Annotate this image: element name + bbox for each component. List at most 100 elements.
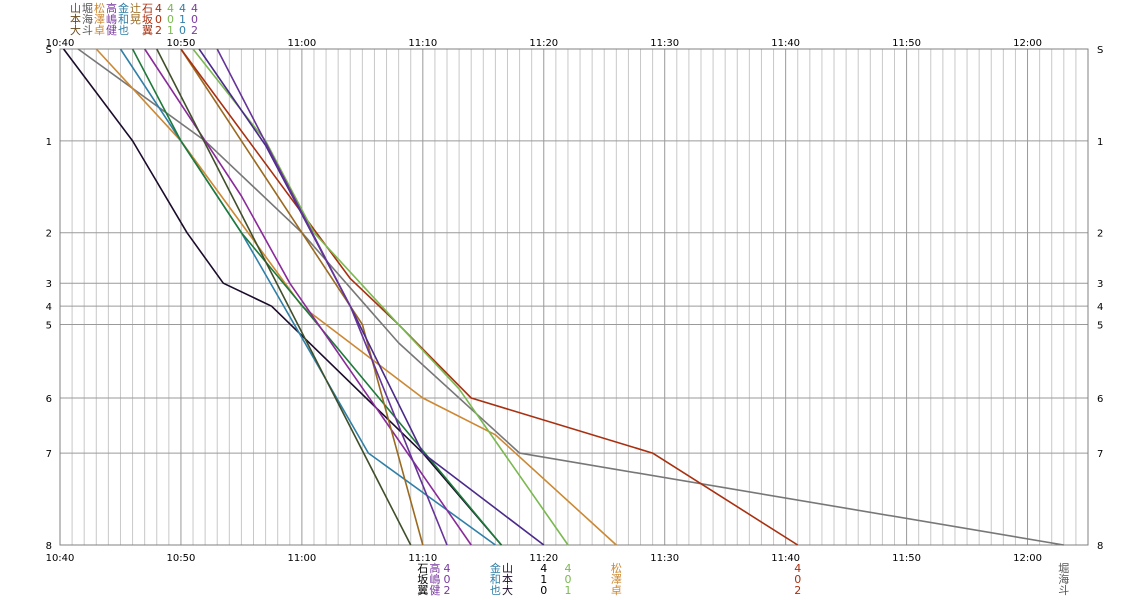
legend-row-2-value: 0 (191, 13, 198, 26)
arrival-label: 4 (794, 562, 801, 575)
x-tick-label-top: 10:50 (167, 38, 196, 49)
series-line-9 (180, 48, 799, 546)
series-line-7 (156, 48, 412, 546)
legend-row-1-value: 4 (179, 2, 186, 15)
arrival-label: 也 (490, 584, 501, 597)
arrival-label: 4 (564, 562, 571, 575)
arrival-label: 卓 (611, 584, 622, 597)
series-line-3 (95, 48, 617, 546)
y-station-label-right: 4 (1097, 302, 1103, 313)
arrival-label: 健 (429, 584, 440, 597)
legend-row-3-name: 大 (70, 23, 81, 37)
x-tick-label-top: 11:10 (408, 38, 437, 49)
arrival-label: 斗 (1058, 584, 1069, 597)
legend-row-1-name: 堀 (82, 2, 93, 15)
y-station-label-left: 8 (46, 541, 52, 552)
arrival-label: 1 (540, 573, 547, 586)
y-station-label-left: 6 (46, 394, 52, 405)
x-tick-label-top: 12:00 (1013, 38, 1042, 49)
arrival-label: 嶋 (429, 572, 440, 586)
x-tick-label-top: 10:40 (46, 38, 75, 49)
y-station-label-right: 5 (1097, 321, 1103, 332)
legend-row-3-value: 0 (179, 24, 186, 37)
axes: 10:40 10:40 10:50 10:50 11:00 11:00 11:10 11:10… (46, 38, 1104, 564)
y-station-label-right: 7 (1097, 449, 1103, 460)
legend-row-2-name: 澤 (94, 13, 105, 26)
legend-row-2-value: 1 (179, 13, 186, 26)
legend-row-3-value: 2 (155, 24, 162, 37)
x-tick-label-top: 11:30 (650, 38, 679, 49)
x-tick-label-top: 11:00 (287, 38, 316, 49)
series-line-1 (62, 48, 503, 546)
legend-row-1-name: 金 (118, 1, 129, 15)
arrival-label: 金 (490, 561, 501, 575)
x-tick-label-bottom: 10:40 (46, 553, 75, 564)
arrival-label: 0 (540, 584, 547, 597)
x-tick-label-top: 11:20 (529, 38, 558, 49)
arrival-label: 和 (490, 573, 501, 586)
y-station-label-right: 8 (1097, 541, 1103, 552)
y-station-label-left: S (46, 45, 52, 56)
legend-row-3-value: 1 (167, 24, 174, 37)
arrival-label: 高 (429, 561, 440, 575)
legend-row-3-name: 卓 (94, 24, 105, 37)
arrival-label: 0 (564, 573, 571, 586)
plot-frame (59, 48, 1089, 546)
y-station-label-right: 3 (1097, 279, 1103, 290)
arrival-label: 堀 (1058, 562, 1069, 575)
legend-row-1-value: 4 (191, 2, 198, 15)
legend-row-3-name: 也 (118, 24, 129, 37)
arrival-label: 2 (794, 584, 801, 597)
series-line-2 (77, 48, 1064, 546)
legend-row-1-name: 高 (106, 1, 117, 15)
legend-row-2-name: 和 (118, 13, 129, 26)
legend-row-2-name: 本 (70, 12, 81, 26)
legend-row-1-name: 辻 (130, 1, 141, 15)
arrival-label: 本 (502, 572, 513, 586)
legend-row-1-value: 4 (155, 2, 162, 15)
x-tick-label-top: 11:40 (771, 38, 800, 49)
y-station-label-left: 5 (46, 321, 52, 332)
y-station-label-left: 3 (46, 279, 52, 290)
y-station-label-right: S (1097, 45, 1103, 56)
arrival-label: 4 (444, 562, 451, 575)
legend-row-3-name: 斗 (82, 24, 93, 37)
series-line-12 (216, 48, 448, 546)
legend-row-3-value: 2 (191, 24, 198, 37)
x-tick-label-bottom: 11:30 (650, 553, 679, 564)
x-tick-label-bottom: 11:00 (287, 553, 316, 564)
arrival-label: 0 (794, 573, 801, 586)
legend-row-2-value: 0 (155, 13, 162, 26)
arrival-label: 翼 (417, 584, 428, 597)
arrival-label: 松 (611, 561, 622, 575)
x-tick-label-bottom: 10:50 (167, 553, 196, 564)
legend-row-2-name: 海 (82, 12, 93, 26)
grid (59, 48, 1089, 546)
arrival-label: 海 (1058, 572, 1069, 586)
arrival-label: 山 (502, 562, 513, 575)
legend-row-3-name: 翼 (142, 24, 153, 37)
y-station-label-left: 4 (46, 302, 52, 313)
x-tick-label-top: 11:50 (892, 38, 921, 49)
y-station-label-left: 1 (46, 137, 52, 148)
legend-row-1-name: 山 (70, 2, 81, 15)
x-tick-label-bottom: 11:50 (892, 553, 921, 564)
legend-row-2-value: 0 (167, 13, 174, 26)
x-tick-label-bottom: 11:20 (529, 553, 558, 564)
arrival-label: 澤 (611, 573, 622, 586)
legend-row-3-name: 健 (106, 24, 117, 37)
x-tick-label-bottom: 12:00 (1013, 553, 1042, 564)
legend: 山堀松高金辻石 4 4 4 4本海澤嶋和晃坂 0 0 1 0大斗卓健也翼 2 1 0 2 (70, 1, 198, 37)
series-lines (62, 48, 1064, 546)
y-station-label-right: 6 (1097, 394, 1103, 405)
x-tick-label-bottom: 11:40 (771, 553, 800, 564)
legend-row-1-name: 松 (94, 1, 105, 15)
arrival-label: 2 (444, 584, 451, 597)
x-tick-label-bottom: 11:10 (408, 553, 437, 564)
series-line-5 (131, 48, 503, 546)
legend-row-1-name: 石 (142, 2, 153, 15)
series-line-8 (180, 48, 424, 546)
arrival-label: 0 (444, 573, 451, 586)
arrival-label: 4 (540, 562, 547, 575)
